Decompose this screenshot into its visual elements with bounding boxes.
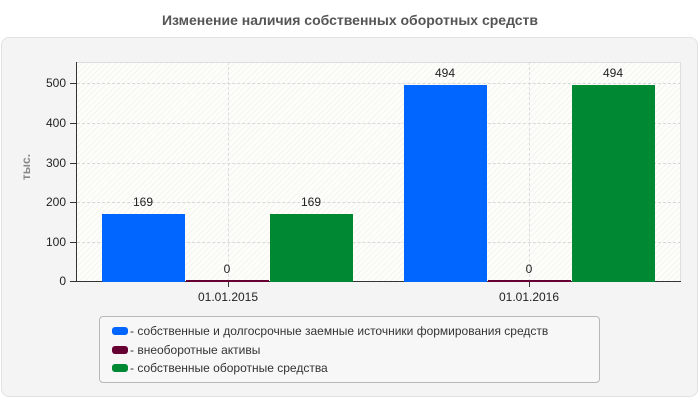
legend-swatch-maroon-icon — [112, 346, 128, 354]
value-label: 169 — [132, 195, 154, 209]
y-axis — [76, 62, 77, 282]
legend-item-sources[interactable]: - собственные и долгосрочные заемные ист… — [112, 324, 548, 338]
bar-sources-2015[interactable] — [102, 214, 185, 282]
y-tick — [70, 202, 76, 203]
vgridline-2 — [529, 62, 530, 282]
bar-working-capital-2016[interactable] — [572, 85, 655, 282]
x-tick-label: 01.01.2016 — [498, 290, 560, 304]
y-tick — [70, 83, 76, 84]
legend-item-noncurrent[interactable]: - внеоборотные активы — [112, 343, 260, 357]
legend-swatch-green-icon — [112, 364, 128, 372]
y-tick — [70, 281, 76, 282]
gridline-500 — [77, 83, 681, 84]
value-label: 0 — [223, 262, 231, 276]
chart-title: Изменение наличия собственных оборотных … — [161, 12, 539, 28]
bar-noncurrent-2015[interactable] — [186, 280, 269, 282]
bar-working-capital-2015[interactable] — [270, 214, 353, 282]
x-tick — [529, 282, 530, 287]
y-tick — [70, 123, 76, 124]
y-tick-label: 400 — [45, 116, 66, 130]
bar-sources-2016[interactable] — [404, 85, 487, 282]
y-tick-label: 100 — [45, 235, 66, 249]
value-label: 0 — [525, 262, 533, 276]
legend-label: - собственные оборотные средства — [130, 361, 328, 375]
legend-label: - собственные и долгосрочные заемные ист… — [130, 324, 549, 338]
y-tick-label: 500 — [45, 76, 66, 90]
gridline-400 — [77, 123, 681, 124]
gridline-100 — [77, 242, 681, 243]
legend: - собственные и долгосрочные заемные ист… — [99, 316, 600, 383]
legend-item-working-capital[interactable]: - собственные оборотные средства — [112, 361, 328, 375]
gridline-200 — [77, 202, 681, 203]
gridline-300 — [77, 163, 681, 164]
y-tick — [70, 242, 76, 243]
value-label: 494 — [434, 66, 456, 80]
value-label: 494 — [602, 66, 624, 80]
x-axis — [76, 281, 681, 282]
legend-swatch-blue-icon — [112, 327, 128, 335]
value-label: 169 — [300, 195, 322, 209]
y-tick-label: 300 — [45, 156, 66, 170]
x-tick — [228, 282, 229, 287]
y-tick-label: 0 — [59, 274, 66, 288]
vgridline-1 — [228, 62, 229, 282]
y-tick-label: 200 — [45, 195, 66, 209]
x-tick-label: 01.01.2015 — [197, 290, 259, 304]
legend-label: - внеоборотные активы — [130, 343, 261, 357]
y-tick — [70, 163, 76, 164]
bar-noncurrent-2016[interactable] — [488, 280, 571, 282]
